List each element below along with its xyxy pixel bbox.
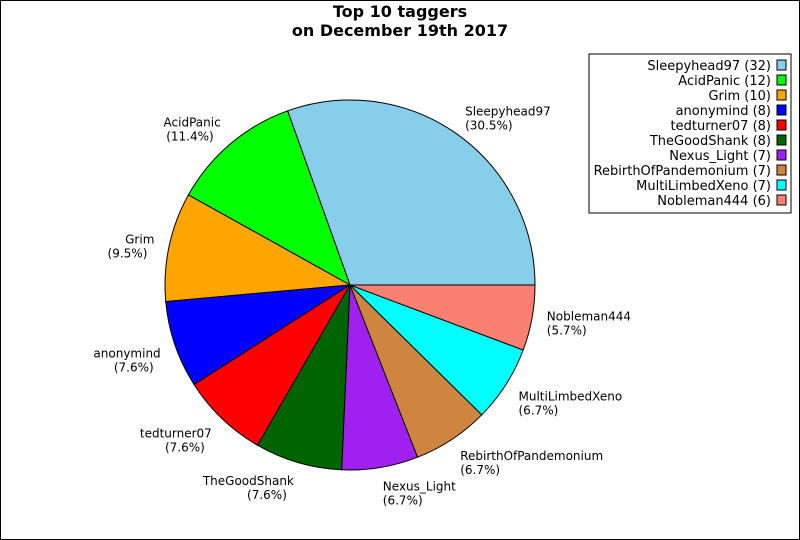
legend-entry-thegoodshank: TheGoodShank (8) — [649, 134, 771, 149]
slice-percent-thegoodshank: (7.6%) — [247, 488, 287, 502]
pie-slice-grim — [164, 194, 352, 303]
pie-slice-sleepyhead97 — [286, 99, 536, 286]
slice-percent-nexus-light: (6.7%) — [383, 493, 423, 507]
pie-slices — [164, 99, 536, 471]
legend-swatch-grim — [776, 89, 787, 101]
legend-entry-rebirthofpandemonium: RebirthOfPandemonium (7) — [594, 164, 771, 179]
legend-entry-tedturner07: tedturner07 (8) — [671, 119, 771, 134]
slice-label-rebirthofpandemonium: RebirthOfPandemonium — [460, 449, 603, 463]
legend-entry-sleepyhead97: Sleepyhead97 (32) — [647, 59, 771, 74]
legend-swatch-rebirthofpandemonium — [776, 164, 787, 176]
slice-label-acidpanic: AcidPanic — [164, 115, 221, 129]
legend-swatch-nexus-light — [776, 149, 787, 161]
slice-percent-nobleman444: (5.7%) — [547, 324, 587, 338]
slice-label-anonymind: anonymind — [93, 347, 160, 361]
slice-label-sleepyhead97: Sleepyhead97 — [465, 105, 551, 119]
legend-entry-multilimbedxeno: MultiLimbedXeno (7) — [636, 179, 771, 194]
legend: Sleepyhead97 (32)AcidPanic (12)Grim (10)… — [594, 59, 787, 209]
slice-label-grim: Grim — [125, 232, 154, 246]
slice-percent-rebirthofpandemonium: (6.7%) — [460, 463, 500, 477]
legend-swatch-tedturner07 — [776, 119, 787, 131]
slice-label-thegoodshank: TheGoodShank — [202, 474, 294, 488]
legend-entry-anonymind: anonymind (8) — [676, 104, 771, 119]
slice-labels: Sleepyhead97(30.5%)AcidPanic(11.4%)Grim(… — [93, 105, 631, 508]
chart-title-line-2: on December 19th 2017 — [292, 21, 508, 40]
slice-label-nexus-light: Nexus_Light — [383, 479, 456, 493]
slice-percent-grim: (9.5%) — [108, 246, 148, 260]
chart-title-line-1: Top 10 taggers — [333, 2, 467, 21]
slice-percent-acidpanic: (11.4%) — [166, 129, 213, 143]
legend-swatch-anonymind — [776, 104, 787, 116]
slice-percent-tedturner07: (7.6%) — [165, 441, 205, 455]
slice-percent-multilimbedxeno: (6.7%) — [519, 404, 559, 418]
legend-swatch-nobleman444 — [776, 194, 787, 206]
slice-label-tedturner07: tedturner07 — [140, 427, 212, 441]
legend-swatch-multilimbedxeno — [776, 179, 787, 191]
legend-box — [588, 53, 792, 214]
pie-slice-acidpanic — [187, 110, 351, 287]
legend-swatch-sleepyhead97 — [776, 59, 787, 71]
slice-label-nobleman444: Nobleman444 — [547, 310, 631, 324]
slice-label-multilimbedxeno: MultiLimbedXeno — [519, 390, 623, 404]
slice-percent-anonymind: (7.6%) — [114, 361, 154, 375]
legend-entry-nobleman444: Nobleman444 (6) — [657, 194, 771, 209]
slice-percent-sleepyhead97: (30.5%) — [465, 119, 512, 133]
legend-swatch-thegoodshank — [776, 134, 787, 146]
legend-entry-grim: Grim (10) — [708, 89, 771, 104]
pie-slice-nobleman444 — [349, 284, 536, 351]
legend-entry-nexus-light: Nexus_Light (7) — [669, 149, 771, 164]
legend-swatch-acidpanic — [776, 74, 787, 86]
legend-entry-acidpanic: AcidPanic (12) — [678, 74, 771, 89]
